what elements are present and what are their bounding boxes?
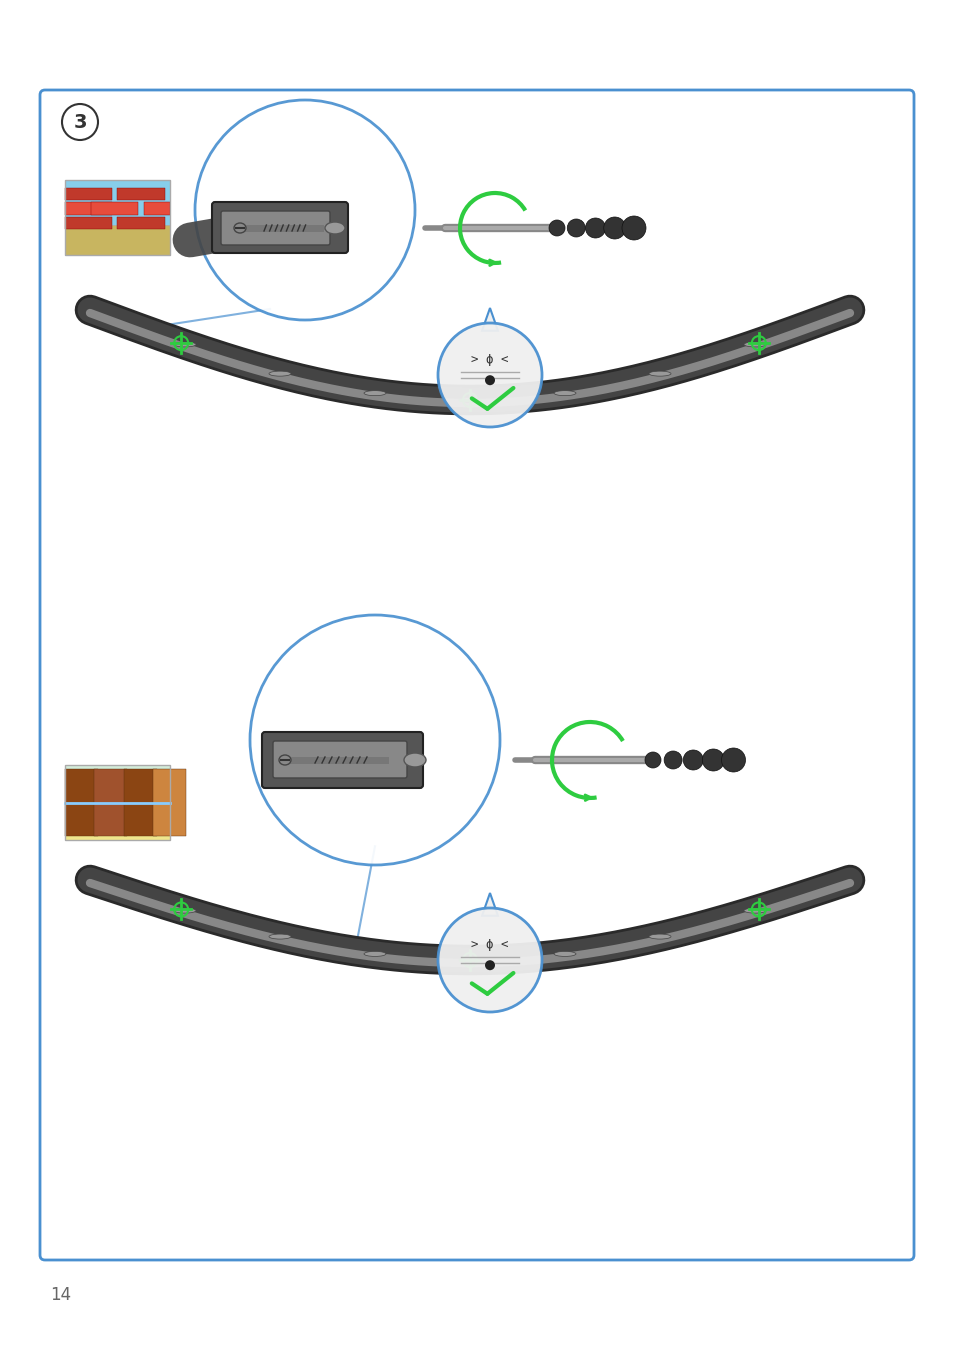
Bar: [144, 202, 170, 215]
Bar: [65, 802, 170, 840]
Text: > ϕ <: > ϕ <: [471, 352, 508, 366]
Ellipse shape: [648, 371, 670, 377]
FancyBboxPatch shape: [262, 732, 422, 788]
Bar: [65, 188, 112, 200]
Ellipse shape: [648, 934, 670, 940]
Polygon shape: [481, 892, 497, 915]
Bar: [94, 768, 128, 836]
Bar: [117, 188, 165, 200]
Ellipse shape: [554, 952, 576, 956]
Ellipse shape: [364, 390, 386, 396]
Bar: [91, 202, 138, 215]
Ellipse shape: [269, 934, 291, 940]
Ellipse shape: [743, 909, 765, 913]
Circle shape: [621, 216, 645, 240]
Ellipse shape: [364, 952, 386, 956]
Bar: [65, 765, 170, 840]
Bar: [65, 216, 112, 228]
Text: > ϕ <: > ϕ <: [471, 938, 508, 950]
Ellipse shape: [233, 223, 246, 234]
Ellipse shape: [325, 221, 345, 234]
Ellipse shape: [403, 753, 426, 767]
Ellipse shape: [458, 397, 480, 402]
Polygon shape: [481, 308, 497, 331]
Circle shape: [567, 219, 584, 238]
Bar: [65, 202, 112, 215]
Circle shape: [603, 217, 625, 239]
Bar: [65, 768, 98, 836]
Circle shape: [644, 752, 660, 768]
Circle shape: [585, 217, 605, 238]
Ellipse shape: [554, 390, 576, 396]
Circle shape: [484, 375, 495, 385]
FancyBboxPatch shape: [273, 741, 407, 778]
Text: 3: 3: [73, 112, 87, 131]
FancyBboxPatch shape: [212, 202, 348, 252]
Circle shape: [437, 909, 541, 1012]
Ellipse shape: [173, 909, 195, 913]
Circle shape: [663, 751, 681, 769]
Circle shape: [437, 323, 541, 427]
Circle shape: [194, 100, 415, 320]
Ellipse shape: [278, 755, 291, 765]
Bar: [65, 180, 170, 255]
Ellipse shape: [269, 371, 291, 377]
Bar: [65, 180, 170, 225]
Ellipse shape: [743, 342, 765, 347]
Bar: [117, 216, 165, 228]
Bar: [65, 225, 170, 255]
Bar: [65, 765, 170, 802]
Circle shape: [701, 749, 723, 771]
Ellipse shape: [458, 957, 480, 963]
Circle shape: [720, 748, 744, 772]
Text: 14: 14: [50, 1287, 71, 1304]
Circle shape: [548, 220, 564, 236]
FancyBboxPatch shape: [40, 90, 913, 1260]
Bar: [124, 768, 156, 836]
Bar: [153, 768, 186, 836]
FancyBboxPatch shape: [221, 211, 330, 244]
Circle shape: [484, 960, 495, 971]
Circle shape: [250, 616, 499, 865]
Ellipse shape: [173, 342, 195, 347]
Circle shape: [682, 751, 702, 769]
Circle shape: [62, 104, 98, 140]
